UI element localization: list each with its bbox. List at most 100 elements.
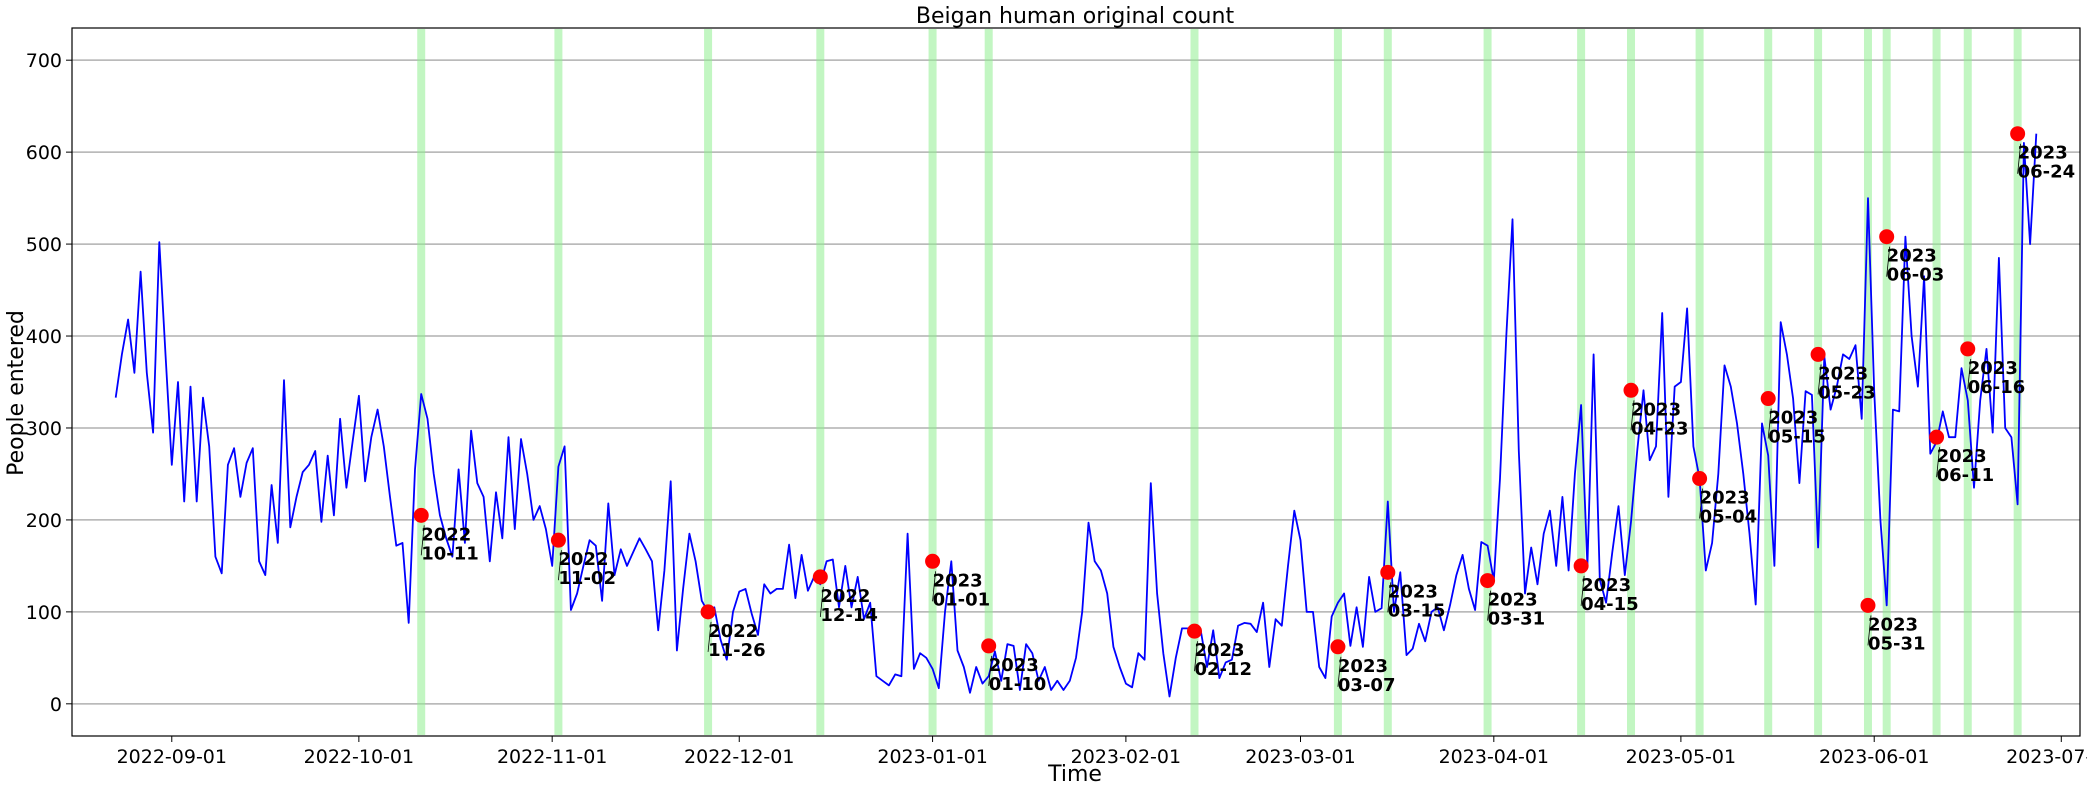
highlight-marker	[1760, 391, 1776, 407]
annotation-line: 04-15	[1581, 594, 1639, 615]
annotation-line: 2022	[421, 524, 471, 545]
y-tick-label: 700	[26, 50, 62, 72]
highlight-band	[816, 29, 825, 735]
series-line	[114, 133, 2038, 698]
annotation-line: 01-01	[933, 589, 991, 610]
annotation-leader	[1867, 615, 1872, 646]
highlight-band	[554, 29, 563, 735]
annotation-label: 2023 06-03	[1887, 246, 1945, 286]
annotation-leader	[988, 655, 993, 686]
highlight-band	[1190, 29, 1199, 735]
annotation-line: 2022	[708, 621, 758, 642]
highlight-band	[1577, 29, 1586, 735]
highlight-band	[1932, 29, 1941, 735]
highlight-marker	[1860, 597, 1876, 613]
highlight-marker	[981, 638, 997, 654]
annotation-line: 01-10	[989, 674, 1047, 695]
annotation-line: 2023	[1338, 656, 1388, 677]
y-tick-label: 400	[26, 326, 62, 348]
annotation-line: 06-24	[2018, 162, 2076, 183]
annotation-leader	[932, 571, 936, 602]
annotation-label: 2023 04-23	[1631, 399, 1689, 439]
highlight-marker	[1330, 639, 1346, 655]
annotation-label: 2022 12-14	[820, 586, 878, 626]
annotation-line: 2023	[1887, 246, 1937, 267]
annotation-line: 06-03	[1887, 265, 1945, 286]
annotation-label: 2023 02-12	[1194, 640, 1252, 680]
annotation-line: 2022	[558, 549, 608, 570]
annotation-line: 2023	[1631, 399, 1681, 420]
annotation-line: 2022	[820, 586, 870, 607]
annotation-line: 10-11	[421, 543, 479, 564]
highlight-marker	[413, 507, 429, 523]
highlight-band	[1483, 29, 1492, 735]
annotation-line: 2023	[1581, 575, 1631, 596]
x-axis-label: Time	[1047, 762, 1102, 787]
highlight-band	[928, 29, 937, 735]
annotation-leader	[1767, 408, 1772, 439]
annotation-label: 2023 01-01	[933, 570, 991, 610]
annotation-leader	[1967, 358, 1972, 389]
annotation-label: 2023 04-15	[1581, 575, 1639, 615]
x-tick-label: 2023-05-01	[1626, 746, 1736, 768]
annotation-line: 2023	[1868, 614, 1918, 635]
highlight-marker	[1929, 429, 1945, 445]
highlight-band	[1764, 29, 1773, 735]
x-tick-label: 2022-12-01	[684, 746, 794, 768]
annotation-label: 2023 05-04	[1700, 488, 1758, 528]
highlight-marker	[700, 604, 716, 620]
highlight-marker	[1879, 229, 1895, 245]
y-tick-label: 600	[26, 142, 62, 164]
annotation-label: 2022 11-02	[558, 549, 616, 589]
annotation-leader	[558, 550, 562, 581]
annotation-label: 2023 06-11	[1937, 446, 1995, 486]
annotation-leader	[1337, 656, 1342, 687]
plot-frame	[71, 27, 2081, 737]
annotation-label: 2023 06-16	[1968, 358, 2026, 398]
annotation-line: 02-12	[1194, 659, 1252, 680]
x-tick-label: 2023-04-01	[1439, 746, 1549, 768]
annotation-line: 2023	[1937, 446, 1987, 467]
annotation-line: 05-31	[1868, 633, 1926, 654]
annotation-leader	[1886, 246, 1891, 277]
chart-title: Beigan human original count	[916, 4, 1235, 29]
x-tick-label: 2023-07-01	[2006, 746, 2087, 768]
highlight-marker	[1480, 573, 1496, 589]
annotation-leader	[420, 525, 425, 556]
highlight-marker	[1186, 623, 1202, 639]
annotation-leader	[1194, 641, 1198, 672]
x-tick-label: 2023-06-01	[1819, 746, 1929, 768]
highlight-marker	[2010, 126, 2026, 142]
highlight-band	[1882, 29, 1891, 735]
x-tick-label: 2023-03-01	[1245, 746, 1355, 768]
annotation-line: 05-23	[1818, 382, 1876, 403]
annotation-leader	[1630, 400, 1635, 431]
annotation-line: 04-23	[1631, 418, 1689, 439]
highlight-band	[1695, 29, 1704, 735]
annotation-leader	[707, 621, 712, 652]
x-tick-label: 2022-10-01	[304, 746, 414, 768]
annotation-leader	[1387, 582, 1392, 613]
highlight-marker	[1573, 558, 1589, 574]
axis-ticks: 0 100 200 300 400 500 600 700 2022-09-01 2022-10-…	[26, 50, 2087, 768]
x-tick-label: 2022-09-01	[117, 746, 227, 768]
x-tick-label: 2023-02-01	[1071, 746, 1181, 768]
highlight-marker	[925, 553, 941, 569]
annotation-label: 2023 03-15	[1388, 581, 1446, 621]
annotation-line: 2023	[1194, 640, 1244, 661]
annotation-label: 2023 05-23	[1818, 363, 1876, 403]
annotation-label: 2022 11-26	[708, 621, 766, 661]
highlight-bands	[417, 29, 2022, 735]
annotation-label: 2023 06-24	[2018, 143, 2076, 183]
annotation-line: 05-15	[1768, 427, 1826, 448]
annotation-line: 2023	[1700, 488, 1750, 509]
highlight-marker	[1692, 471, 1708, 487]
highlight-band	[1863, 29, 1872, 735]
highlight-band	[1814, 29, 1823, 735]
annotation-label: 2023 01-10	[989, 655, 1047, 695]
x-tick-label: 2022-11-01	[497, 746, 607, 768]
annotation-leader	[1580, 575, 1585, 606]
y-tick-label: 300	[26, 418, 62, 440]
